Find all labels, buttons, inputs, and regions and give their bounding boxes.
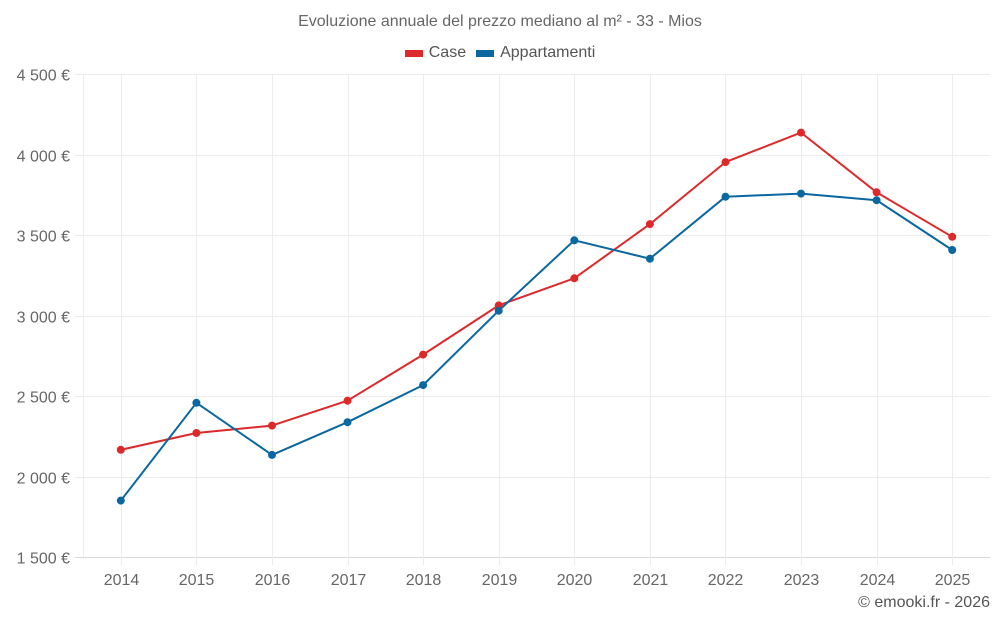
x-tick-label: 2017: [331, 572, 367, 589]
data-point-case-2024: [872, 188, 881, 197]
data-point-appartamenti-2015: [192, 398, 201, 407]
x-tick-label: 2021: [633, 572, 669, 589]
data-point-appartamenti-2014: [116, 496, 125, 505]
x-tick-label: 2019: [482, 572, 518, 589]
y-tick-label: 2 000 €: [17, 471, 70, 488]
data-point-appartamenti-2025: [948, 246, 957, 254]
data-point-appartamenti-2016: [268, 450, 276, 459]
data-point-appartamenti-2024: [872, 196, 881, 205]
data-point-appartamenti-2018: [419, 381, 428, 390]
data-point-appartamenti-2019: [494, 306, 503, 315]
data-point-case-2020: [570, 274, 579, 283]
data-point-appartamenti-2022: [721, 192, 730, 201]
y-tick-label: 4 500 €: [17, 68, 70, 85]
x-tick-label: 2025: [935, 572, 971, 589]
x-tick-label: 2020: [557, 572, 593, 589]
data-point-case-2025: [948, 232, 957, 241]
y-tick-label: 1 500 €: [17, 551, 70, 568]
legend-swatch-appartamenti: [476, 49, 495, 57]
legend-swatch-case: [404, 49, 423, 57]
y-tick-label: 2 500 €: [17, 390, 70, 407]
data-point-appartamenti-2017: [343, 418, 352, 427]
y-tick-label: 3 000 €: [17, 310, 70, 327]
x-tick-label: 2016: [255, 572, 291, 589]
chart-title: Evoluzione annuale del prezzo mediano al…: [298, 13, 702, 30]
data-point-case-2017: [343, 396, 352, 405]
data-point-case-2014: [116, 445, 125, 454]
series-line-appartamenti: [120, 192, 953, 502]
legend-label-case: Case: [428, 44, 467, 61]
data-point-case-2018: [419, 350, 428, 359]
x-tick-label: 2018: [406, 572, 442, 589]
data-point-appartamenti-2023: [797, 189, 805, 198]
data-point-case-2022: [721, 158, 730, 167]
legend-item-case[interactable]: Case: [404, 44, 467, 62]
legend-label-appartamenti: Appartamenti: [500, 44, 596, 61]
y-tick-label: 3 500 €: [17, 229, 70, 246]
data-point-case-2023: [797, 128, 805, 137]
data-point-case-2021: [645, 220, 654, 229]
series-line-case: [120, 131, 953, 451]
x-tick-label: 2024: [860, 572, 896, 589]
data-point-appartamenti-2021: [645, 254, 654, 263]
x-tick-label: 2022: [708, 572, 744, 589]
y-tick-label: 4 000 €: [17, 149, 70, 166]
legend-item-appartamenti[interactable]: Appartamenti: [476, 44, 595, 62]
x-tick-label: 2023: [784, 572, 820, 589]
data-point-appartamenti-2020: [570, 236, 579, 245]
data-point-case-2016: [268, 421, 276, 430]
x-tick-label: 2015: [179, 572, 215, 589]
copyright-credit: © emooki.fr - 2026: [858, 594, 990, 611]
x-tick-label: 2014: [104, 572, 140, 589]
legend: Case Appartamenti: [0, 44, 1000, 62]
data-point-case-2015: [192, 429, 201, 437]
